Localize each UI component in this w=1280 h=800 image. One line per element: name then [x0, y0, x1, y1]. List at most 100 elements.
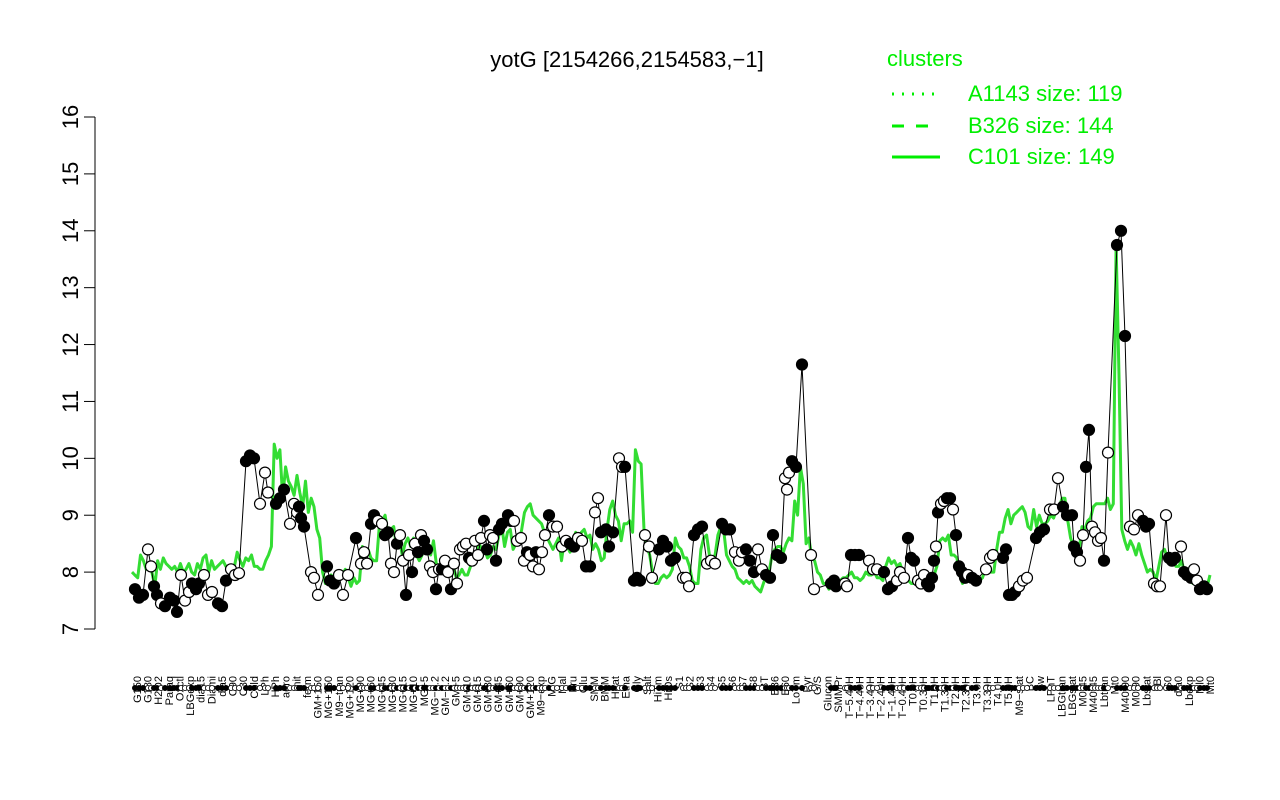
- rug-mark: [250, 685, 257, 692]
- data-point: [949, 528, 963, 542]
- data-point: [550, 520, 564, 533]
- y-axis: 7 8 9 10 11 12 13 14 15 16: [58, 105, 96, 635]
- data-point: [538, 528, 552, 542]
- data-point: [1168, 551, 1182, 565]
- data-point: [642, 540, 656, 553]
- data-point: [1020, 571, 1034, 584]
- data-point: [1037, 523, 1051, 536]
- rug-mark: [208, 685, 215, 692]
- rug-mark: [874, 685, 881, 692]
- x-tick-label: Glucon: [823, 676, 835, 711]
- legend-entry-b326: B326 size: 144: [968, 113, 1114, 138]
- data-point: [1118, 329, 1132, 343]
- data-point: [840, 580, 854, 593]
- data-point: [247, 452, 261, 465]
- data-point: [583, 560, 597, 573]
- data-point: [215, 600, 229, 613]
- rug-mark: [799, 685, 806, 692]
- data-point: [486, 531, 500, 545]
- data-point: [360, 557, 374, 570]
- legend-title: clusters: [887, 46, 963, 71]
- data-point: [393, 528, 407, 542]
- data-point: [969, 574, 983, 587]
- data-point: [336, 588, 350, 602]
- data-point: [638, 528, 652, 542]
- rug-mark: [712, 685, 719, 692]
- data-point: [751, 543, 765, 556]
- data-point: [277, 483, 291, 496]
- data-point: [901, 531, 915, 545]
- data-point: [532, 563, 546, 576]
- data-points-layer: [128, 224, 1214, 619]
- data-point: [668, 551, 682, 565]
- data-point: [507, 514, 521, 528]
- data-point: [320, 560, 334, 573]
- data-point: [477, 514, 491, 528]
- data-point: [743, 554, 757, 567]
- data-point: [232, 567, 246, 580]
- series-line-layer: [130, 243, 1212, 594]
- data-point: [450, 577, 464, 590]
- data-point: [375, 517, 389, 530]
- data-point: [311, 588, 325, 602]
- data-point: [205, 585, 219, 599]
- data-point: [1174, 540, 1188, 553]
- data-point: [1142, 517, 1156, 530]
- x-tick-label: T0.30H: [918, 676, 930, 712]
- rug-mark: [314, 685, 321, 692]
- data-point: [943, 492, 957, 505]
- rug-mark: [139, 685, 146, 692]
- rug-mark: [352, 685, 359, 692]
- data-point: [535, 546, 549, 559]
- rug-mark: [264, 685, 271, 692]
- data-point: [420, 543, 434, 556]
- data-point: [447, 557, 461, 570]
- rug-mark: [793, 685, 800, 692]
- data-point: [618, 460, 632, 473]
- data-point: [1200, 583, 1214, 596]
- rug-mark: [344, 685, 351, 692]
- x-tick-label: GM+30: [483, 676, 495, 712]
- data-point: [575, 534, 589, 547]
- data-point: [708, 557, 722, 570]
- rug-mark: [1122, 685, 1129, 692]
- data-point: [429, 583, 443, 596]
- data-point: [645, 571, 659, 584]
- y-tick-label: 14: [58, 219, 83, 243]
- data-point: [1127, 523, 1141, 536]
- x-tick-label: nit: [291, 676, 303, 688]
- data-point: [283, 517, 297, 530]
- y-tick-label: 10: [58, 446, 83, 470]
- x-tick-label: GM+10: [461, 676, 473, 712]
- data-point: [1159, 509, 1173, 522]
- rug-mark: [598, 685, 605, 692]
- rug-mark: [498, 685, 505, 692]
- data-point: [1114, 224, 1128, 237]
- data-point: [307, 571, 321, 584]
- rug-mark: [195, 685, 202, 692]
- data-point: [405, 565, 419, 579]
- data-point: [141, 543, 155, 556]
- data-point: [1051, 472, 1065, 485]
- data-point: [766, 528, 780, 542]
- data-point: [1153, 580, 1167, 593]
- data-point: [471, 548, 485, 562]
- rug-mark: [587, 685, 594, 692]
- data-point: [606, 526, 620, 539]
- data-point: [219, 574, 233, 587]
- rug-mark: [1041, 685, 1048, 692]
- x-tick-label: T3.0H: [971, 676, 983, 706]
- rug-mark: [973, 685, 980, 692]
- x-tick-label: Lbexp: [1184, 676, 1196, 706]
- x-tick-label: MG+10: [408, 676, 420, 712]
- data-point: [789, 460, 803, 473]
- x-tick-label: Lbtran: [1099, 676, 1111, 707]
- data-point: [1065, 509, 1079, 522]
- rug-mark: [1172, 685, 1179, 692]
- rug-mark: [1157, 685, 1164, 692]
- data-point: [258, 466, 272, 479]
- data-point: [253, 497, 267, 510]
- data-point: [1101, 446, 1115, 459]
- data-point: [1187, 563, 1201, 576]
